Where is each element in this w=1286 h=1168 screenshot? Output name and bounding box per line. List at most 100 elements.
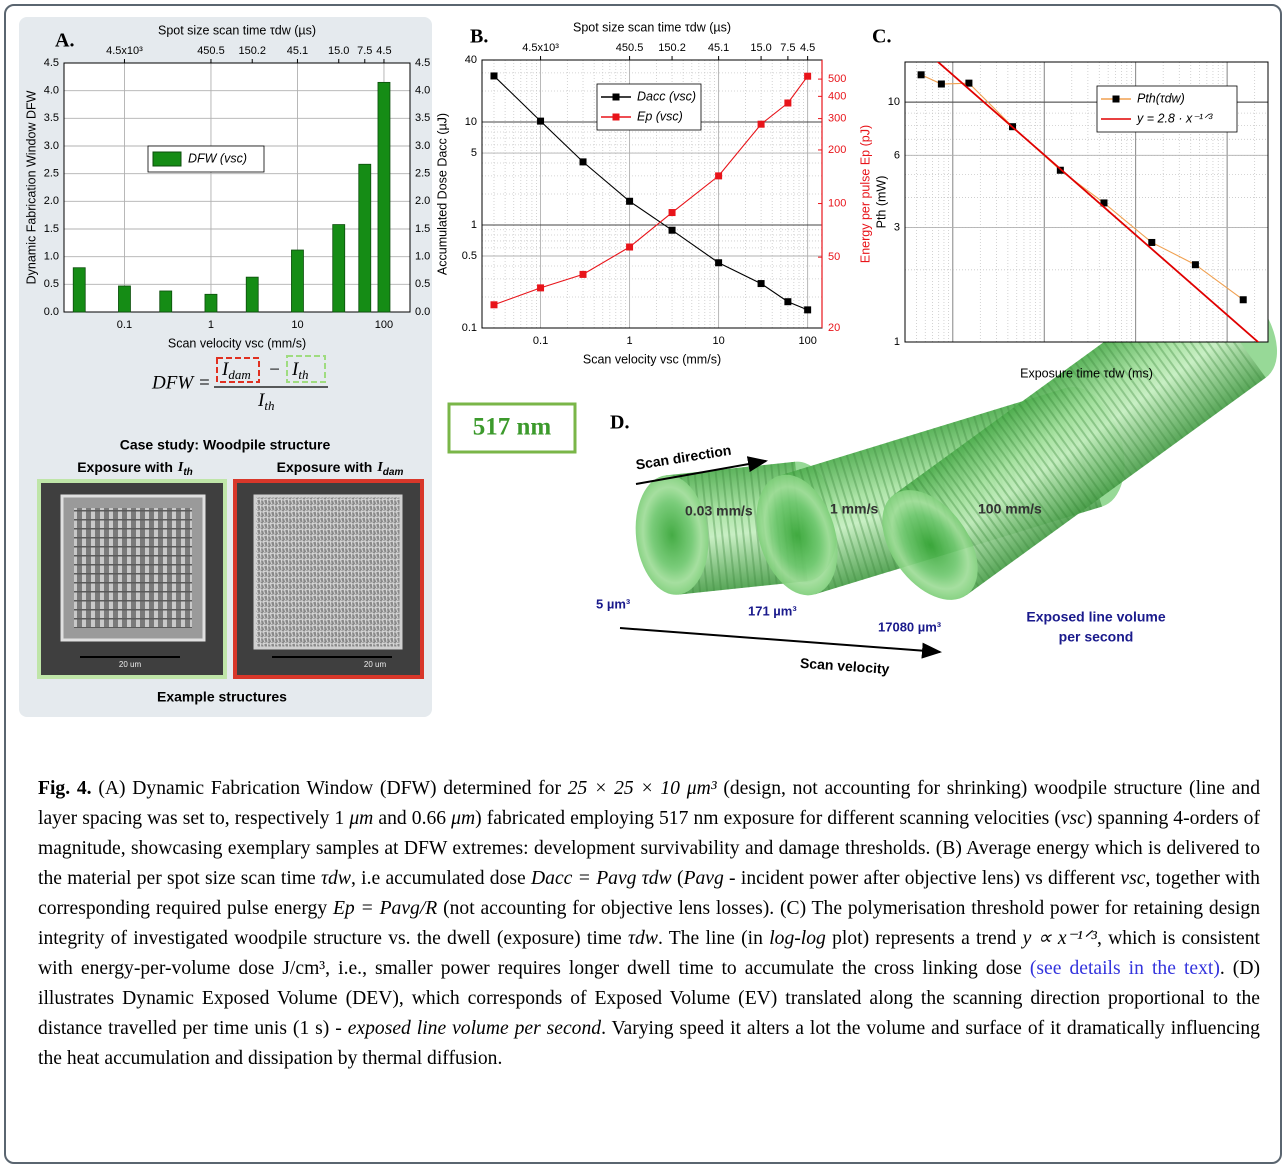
y2-tick-label: 50: [828, 251, 840, 263]
series-marker: [804, 73, 811, 80]
x2-tick-label: 150.2: [238, 45, 266, 57]
series-marker: [537, 284, 544, 291]
y-tick-label-right: 1.5: [415, 223, 430, 235]
panel-label: B.: [470, 26, 488, 48]
bar: [118, 286, 130, 312]
x2-tick-label: 7.5: [357, 45, 372, 57]
x2-tick-label: 450.5: [616, 42, 644, 54]
bar: [160, 291, 172, 312]
y-tick-label: 10: [888, 96, 900, 108]
y2-tick-label: 100: [828, 197, 846, 209]
bar: [205, 294, 217, 312]
x2-tick-label: 150.2: [658, 42, 686, 54]
formula-lhs: DFW =: [151, 372, 211, 393]
caption-emphasis: log-log: [769, 928, 826, 949]
x-tick-label: 10: [291, 319, 303, 331]
caption-text: - incident power after objective lens) v…: [724, 868, 1121, 889]
x-tick-label: 1: [208, 319, 214, 331]
caption-text: (A) Dynamic Fabrication Window (DFW) det…: [92, 778, 568, 799]
series-marker: [626, 244, 633, 251]
x-tick-label: 1: [627, 335, 633, 347]
plot-area: [64, 63, 410, 312]
legend-marker: [613, 114, 620, 121]
y-tick-label-right: 4.5: [415, 57, 430, 69]
y2-tick-label: 300: [828, 112, 846, 124]
bar: [378, 82, 390, 312]
series-marker: [804, 306, 811, 313]
y-tick-label: 1.5: [44, 223, 59, 235]
volume-label: 17080 µm³: [878, 619, 942, 634]
panel-label: C.: [872, 26, 891, 48]
y-tick-label: 3.0: [44, 140, 59, 152]
x2-tick-label: 4.5: [376, 45, 391, 57]
y-tick-label: 4.5: [44, 57, 59, 69]
legend-label: Pth(τdw): [1137, 91, 1185, 105]
panel-label: A.: [55, 30, 74, 52]
series-marker: [490, 301, 497, 308]
x-tick-label: 100: [798, 335, 816, 347]
case-study-title: Case study: Woodpile structure: [120, 437, 331, 453]
series-marker: [918, 71, 925, 78]
y-tick-label: 2.0: [44, 195, 59, 207]
x2-tick-label: 15.0: [328, 45, 349, 57]
series-marker: [1240, 296, 1247, 303]
y-tick-label: 2.5: [44, 168, 59, 180]
y-tick-label: 3.5: [44, 112, 59, 124]
x-tick-label: 100: [375, 319, 393, 331]
speed-label: 1 mm/s: [830, 501, 878, 517]
y2-tick-label: 500: [828, 73, 846, 85]
x-axis-title: Scan velocity vsc (mm/s): [583, 352, 721, 366]
example-structures: Example structures: [157, 689, 287, 705]
speed-label: 0.03 mm/s: [685, 503, 753, 519]
woodpile-grid: [74, 508, 192, 628]
y-tick-label: 10: [465, 116, 477, 128]
caption-math: vsc: [1120, 868, 1145, 889]
caption-math: y ∝ x⁻¹ᐟ³: [1023, 928, 1097, 949]
caption: Fig. 4. (A) Dynamic Fabrication Window (…: [38, 774, 1260, 1074]
speed-label: 100 mm/s: [978, 501, 1042, 517]
x2-tick-label: 4.5: [800, 42, 815, 54]
y-tick-label: 1: [894, 336, 900, 348]
y-tick-label: 0.5: [462, 250, 477, 262]
caption-text: . The line (in: [658, 928, 769, 949]
y-tick-label-right: 0.0: [415, 306, 430, 318]
series-marker: [1148, 239, 1155, 246]
x-tick-label: 0.1: [533, 335, 548, 347]
caption-math: Dacc = Pavg τdw: [531, 868, 672, 889]
series-marker: [669, 209, 676, 216]
y-axis-title: Dynamic Fabrication Window DFW: [24, 90, 38, 284]
series-marker: [626, 198, 633, 205]
caption-text: , i.e accumulated dose: [351, 868, 531, 889]
x2-tick-label: 4.5x10³: [522, 42, 559, 54]
series-marker: [580, 158, 587, 165]
bar: [291, 250, 303, 312]
caption-math: vsc: [1061, 808, 1086, 829]
caption-text: ) fabricated employing 517 nm exposure f…: [475, 808, 1061, 829]
legend-label: DFW (vsc): [188, 151, 247, 165]
y2-axis-title: Energy per pulse Ep (pJ): [858, 125, 872, 263]
scan-direction-label: Scan direction: [635, 442, 733, 473]
volume-label: 5 µm³: [596, 596, 631, 611]
y-tick-label-right: 4.0: [415, 85, 430, 97]
legend-marker: [1113, 96, 1120, 103]
y2-tick-label: 20: [828, 322, 840, 334]
scale-label: 20 um: [364, 660, 387, 669]
y-tick-label-right: 1.0: [415, 251, 430, 263]
top-axis-title: Spot size scan time τdw (µs): [158, 23, 316, 37]
scan-velocity-label: Scan velocity: [800, 655, 891, 677]
y-tick-label: 6: [894, 149, 900, 161]
bar: [333, 225, 345, 312]
caption-math: Ep = Pavg/R: [333, 898, 437, 919]
legend-marker: [613, 94, 620, 101]
y-tick-label: 1.0: [44, 251, 59, 263]
wavelength-label: 517 nm: [473, 414, 552, 441]
y-tick-label: 3: [894, 221, 900, 233]
bar: [73, 268, 85, 312]
x2-tick-label: 4.5x10³: [106, 45, 143, 57]
y-tick-label-right: 2.0: [415, 195, 430, 207]
series-marker: [784, 298, 791, 305]
caption-link[interactable]: (see details in the text): [1030, 958, 1220, 979]
x2-tick-label: 7.5: [780, 42, 795, 54]
x-tick-label: 0.1: [117, 319, 132, 331]
